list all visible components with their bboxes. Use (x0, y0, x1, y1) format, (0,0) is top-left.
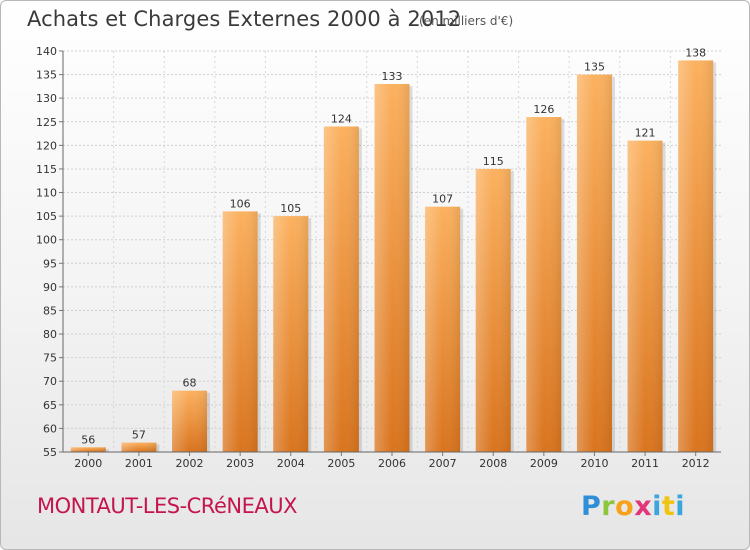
x-tick-label: 2004 (277, 457, 305, 470)
y-tick-label: 110 (36, 187, 57, 200)
logo-letter: i (652, 491, 662, 522)
y-tick-label: 85 (43, 304, 57, 317)
logo-letter: t (661, 491, 676, 522)
data-label: 135 (584, 61, 605, 74)
x-tick-label: 2011 (631, 457, 659, 470)
x-tick-label: 2001 (125, 457, 153, 470)
y-tick-label: 105 (36, 210, 57, 223)
bar-highlight (576, 74, 612, 453)
data-label: 57 (132, 429, 146, 442)
y-tick-label: 135 (36, 69, 57, 82)
bar-highlight (678, 60, 714, 452)
bar-highlight (121, 442, 157, 452)
logo-letter: i (675, 491, 686, 522)
data-label: 126 (533, 103, 554, 116)
bar-highlight (475, 168, 511, 453)
bar-highlight (374, 84, 410, 452)
bar-highlight (172, 390, 208, 452)
y-tick-label: 120 (36, 139, 57, 152)
x-tick-label: 2006 (378, 457, 406, 470)
y-tick-label: 130 (36, 92, 57, 105)
data-label: 124 (331, 112, 352, 125)
logo-letter: P (581, 491, 602, 522)
bar-highlight (273, 216, 309, 452)
data-label: 68 (183, 377, 197, 390)
x-tick-label: 2002 (176, 457, 204, 470)
data-label: 56 (81, 433, 95, 446)
data-label: 115 (483, 155, 504, 168)
bar-highlight (526, 117, 562, 452)
data-label: 121 (635, 127, 656, 140)
data-label: 107 (432, 193, 453, 206)
commune-name: MONTAUT-LES-CRéNEAUX (37, 494, 297, 518)
y-tick-label: 115 (36, 163, 57, 176)
bar-highlight (222, 211, 258, 452)
chart-title: Achats et Charges Externes 2000 à 2012 (27, 7, 462, 31)
y-tick-label: 95 (43, 257, 57, 270)
bar-highlight (70, 447, 106, 452)
chart-subtitle: (en milliers d'€) (419, 14, 514, 28)
x-tick-label: 2003 (226, 457, 254, 470)
logo-letter: o (615, 491, 635, 522)
proxiti-logo: Proxiti (581, 491, 685, 522)
y-tick-label: 80 (43, 328, 57, 341)
y-tick-label: 100 (36, 234, 57, 247)
logo-letter: x (634, 491, 653, 522)
y-tick-label: 55 (43, 446, 57, 459)
logo-letter: r (601, 491, 616, 522)
bar-highlight (425, 206, 461, 452)
data-label: 138 (685, 46, 706, 59)
data-label: 133 (382, 70, 403, 83)
y-tick-label: 90 (43, 281, 57, 294)
y-tick-label: 65 (43, 399, 57, 412)
y-tick-label: 140 (36, 45, 57, 58)
x-tick-label: 2012 (682, 457, 710, 470)
bar-highlight (323, 126, 359, 452)
y-tick-label: 70 (43, 375, 57, 388)
x-tick-label: 2007 (429, 457, 457, 470)
axis-layer: 55 60 65 70 75 80 85 90 95 100 105 110 115 120 125 130 1… (36, 45, 721, 470)
x-tick-label: 2005 (327, 457, 355, 470)
bar-layer (70, 60, 717, 453)
x-tick-label: 2010 (580, 457, 608, 470)
x-tick-label: 2008 (479, 457, 507, 470)
y-tick-label: 75 (43, 352, 57, 365)
x-tick-label: 2009 (530, 457, 558, 470)
y-tick-label: 60 (43, 422, 57, 435)
x-tick-label: 2000 (74, 457, 102, 470)
data-label: 106 (230, 197, 251, 210)
bar-highlight (627, 140, 663, 452)
data-label: 105 (280, 202, 301, 215)
y-tick-label: 125 (36, 116, 57, 129)
